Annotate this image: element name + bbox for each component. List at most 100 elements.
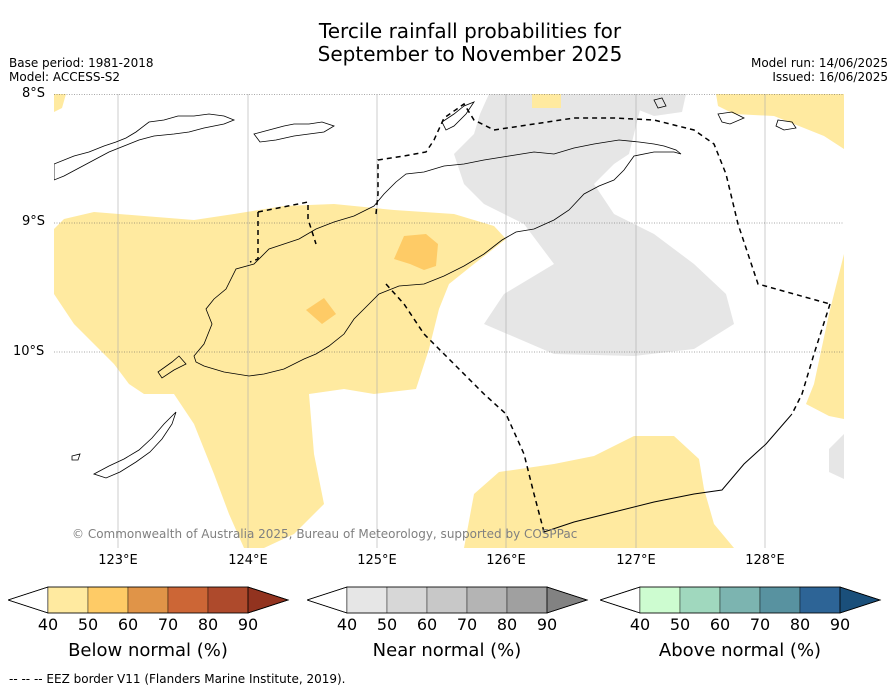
eez-borders bbox=[249, 102, 831, 533]
colorbar-above-normal bbox=[600, 586, 882, 614]
timor-coastline bbox=[193, 139, 682, 377]
colorbar-below-tick-40: 40 bbox=[37, 615, 59, 634]
colorbar-near-tick-80: 80 bbox=[496, 615, 518, 634]
colorbar-above-tick-60: 60 bbox=[709, 615, 731, 634]
colorbar-near-tick-50: 50 bbox=[376, 615, 398, 634]
moa-coastline bbox=[717, 111, 745, 125]
below-normal-region-s bbox=[464, 436, 734, 548]
west-islands-coastline bbox=[54, 113, 236, 181]
eez-footer-note: -- -- -- EEZ border V11 (Flanders Marine… bbox=[9, 672, 346, 686]
colorbar-above-tick-70: 70 bbox=[749, 615, 771, 634]
below-normal-region-main bbox=[54, 204, 506, 548]
below-normal-region-e bbox=[806, 254, 844, 419]
colorbar-below-under-triangle bbox=[8, 586, 49, 614]
lon-label-127e: 127°E bbox=[616, 553, 656, 568]
lat-label-8s: 8°S bbox=[22, 86, 46, 101]
colorbar-near-tick-60: 60 bbox=[416, 615, 438, 634]
copyright-notice: © Commonwealth of Australia 2025, Bureau… bbox=[72, 527, 578, 541]
colorbar-below-segment-40 bbox=[47, 586, 89, 614]
colorbar-below-segment-70 bbox=[167, 586, 209, 614]
wetar-coastline bbox=[441, 101, 476, 131]
colorbar-below-over-triangle bbox=[247, 586, 290, 614]
colorbar-below-tick-70: 70 bbox=[157, 615, 179, 634]
colorbar-near-segment-80 bbox=[506, 586, 548, 614]
colorbar-below-segment-50 bbox=[87, 586, 129, 614]
map-plot bbox=[54, 94, 844, 548]
colorbar-title-below: Below normal (%) bbox=[68, 640, 228, 661]
lon-label-124e: 124°E bbox=[228, 553, 268, 568]
colorbar-above-under-triangle bbox=[600, 586, 641, 614]
near-normal-region-se bbox=[829, 434, 844, 479]
colorbar-below-tick-80: 80 bbox=[197, 615, 219, 634]
colorbar-title-near: Near normal (%) bbox=[372, 640, 522, 661]
colorbar-below-segment-60 bbox=[127, 586, 169, 614]
meta-right: Model run: 14/06/2025 Issued: 16/06/2025 bbox=[751, 56, 888, 84]
coastlines bbox=[54, 97, 797, 479]
colorbar-above-segment-40 bbox=[639, 586, 681, 614]
colorbar-above-segment-60 bbox=[719, 586, 761, 614]
colorbar-near-tick-70: 70 bbox=[456, 615, 478, 634]
issued-date: Issued: 16/06/2025 bbox=[772, 70, 888, 84]
base-period: Base period: 1981-2018 bbox=[9, 56, 154, 70]
below-normal-60-region-a bbox=[394, 234, 438, 270]
colorbar-near-tick-40: 40 bbox=[336, 615, 358, 634]
colorbar-near-segment-60 bbox=[426, 586, 468, 614]
colorbar-near-segment-70 bbox=[466, 586, 508, 614]
eez-border-line-b bbox=[249, 212, 259, 263]
lon-label-128e: 128°E bbox=[745, 553, 785, 568]
rote-coastline bbox=[157, 355, 187, 379]
colorbar-below-segment-80 bbox=[207, 586, 249, 614]
map-title: Tercile rainfall probabilities for Septe… bbox=[0, 20, 896, 66]
lon-label-123e: 123°E bbox=[98, 553, 138, 568]
colorbar-below-tick-60: 60 bbox=[117, 615, 139, 634]
colorbar-above-outline bbox=[600, 586, 882, 614]
savu-coastline bbox=[71, 453, 81, 461]
eez-border-line-d bbox=[385, 283, 545, 533]
colorbar-near-segment-40 bbox=[346, 586, 388, 614]
lat-label-9s: 9°S bbox=[22, 214, 46, 229]
eez-border-line-a bbox=[257, 201, 317, 245]
leti-coastline bbox=[775, 119, 797, 131]
title-line-1: Tercile rainfall probabilities for bbox=[318, 19, 622, 43]
colorbar-above-tick-90: 90 bbox=[829, 615, 851, 634]
below-normal-region-ne bbox=[716, 94, 844, 149]
colorbar-below-normal bbox=[8, 586, 290, 614]
model-run: Model run: 14/06/2025 bbox=[750, 56, 888, 70]
lon-label-125e: 125°E bbox=[357, 553, 397, 568]
sumba-coastline bbox=[92, 411, 177, 479]
meta-left: Base period: 1981-2018 Model: ACCESS-S2 bbox=[9, 56, 154, 84]
colorbar-above-tick-40: 40 bbox=[629, 615, 651, 634]
title-line-2: September to November 2025 bbox=[317, 42, 623, 66]
colorbar-below-tick-90: 90 bbox=[237, 615, 259, 634]
colorbar-above-tick-80: 80 bbox=[789, 615, 811, 634]
alor-coastline bbox=[253, 121, 335, 143]
colorbar-below-tick-50: 50 bbox=[77, 615, 99, 634]
below-normal-region-nw bbox=[54, 94, 66, 112]
colorbar-near-normal bbox=[307, 586, 589, 614]
eez-border-line-e bbox=[791, 303, 831, 415]
colorbar-near-over-triangle bbox=[546, 586, 589, 614]
colorbar-near-under-triangle bbox=[307, 586, 348, 614]
eez-border-south bbox=[543, 413, 793, 533]
colorbar-above-segment-80 bbox=[799, 586, 841, 614]
colorbar-above-segment-70 bbox=[759, 586, 801, 614]
lat-grid-lines bbox=[54, 94, 844, 353]
model-name: Model: ACCESS-S2 bbox=[9, 70, 121, 84]
eez-border-solid bbox=[543, 413, 793, 533]
colorbar-above-tick-50: 50 bbox=[669, 615, 691, 634]
eez-border-line-c bbox=[375, 102, 831, 305]
lat-label-10s: 10°S bbox=[13, 344, 45, 359]
atauro-coastline bbox=[653, 97, 667, 109]
below-normal-blob-w bbox=[74, 314, 104, 322]
colorbar-near-segment-50 bbox=[386, 586, 428, 614]
below-normal-60-region-b bbox=[306, 298, 336, 324]
colorbar-above-over-triangle bbox=[839, 586, 882, 614]
below-normal-region-n bbox=[532, 94, 561, 108]
colorbar-title-above: Above normal (%) bbox=[658, 640, 822, 661]
colorbar-above-segment-50 bbox=[679, 586, 721, 614]
colorbar-below-outline bbox=[8, 586, 290, 614]
grid-lines bbox=[117, 94, 766, 548]
colorbar-near-outline bbox=[307, 586, 589, 614]
lon-label-126e: 126°E bbox=[486, 553, 526, 568]
colorbar-near-tick-90: 90 bbox=[536, 615, 558, 634]
